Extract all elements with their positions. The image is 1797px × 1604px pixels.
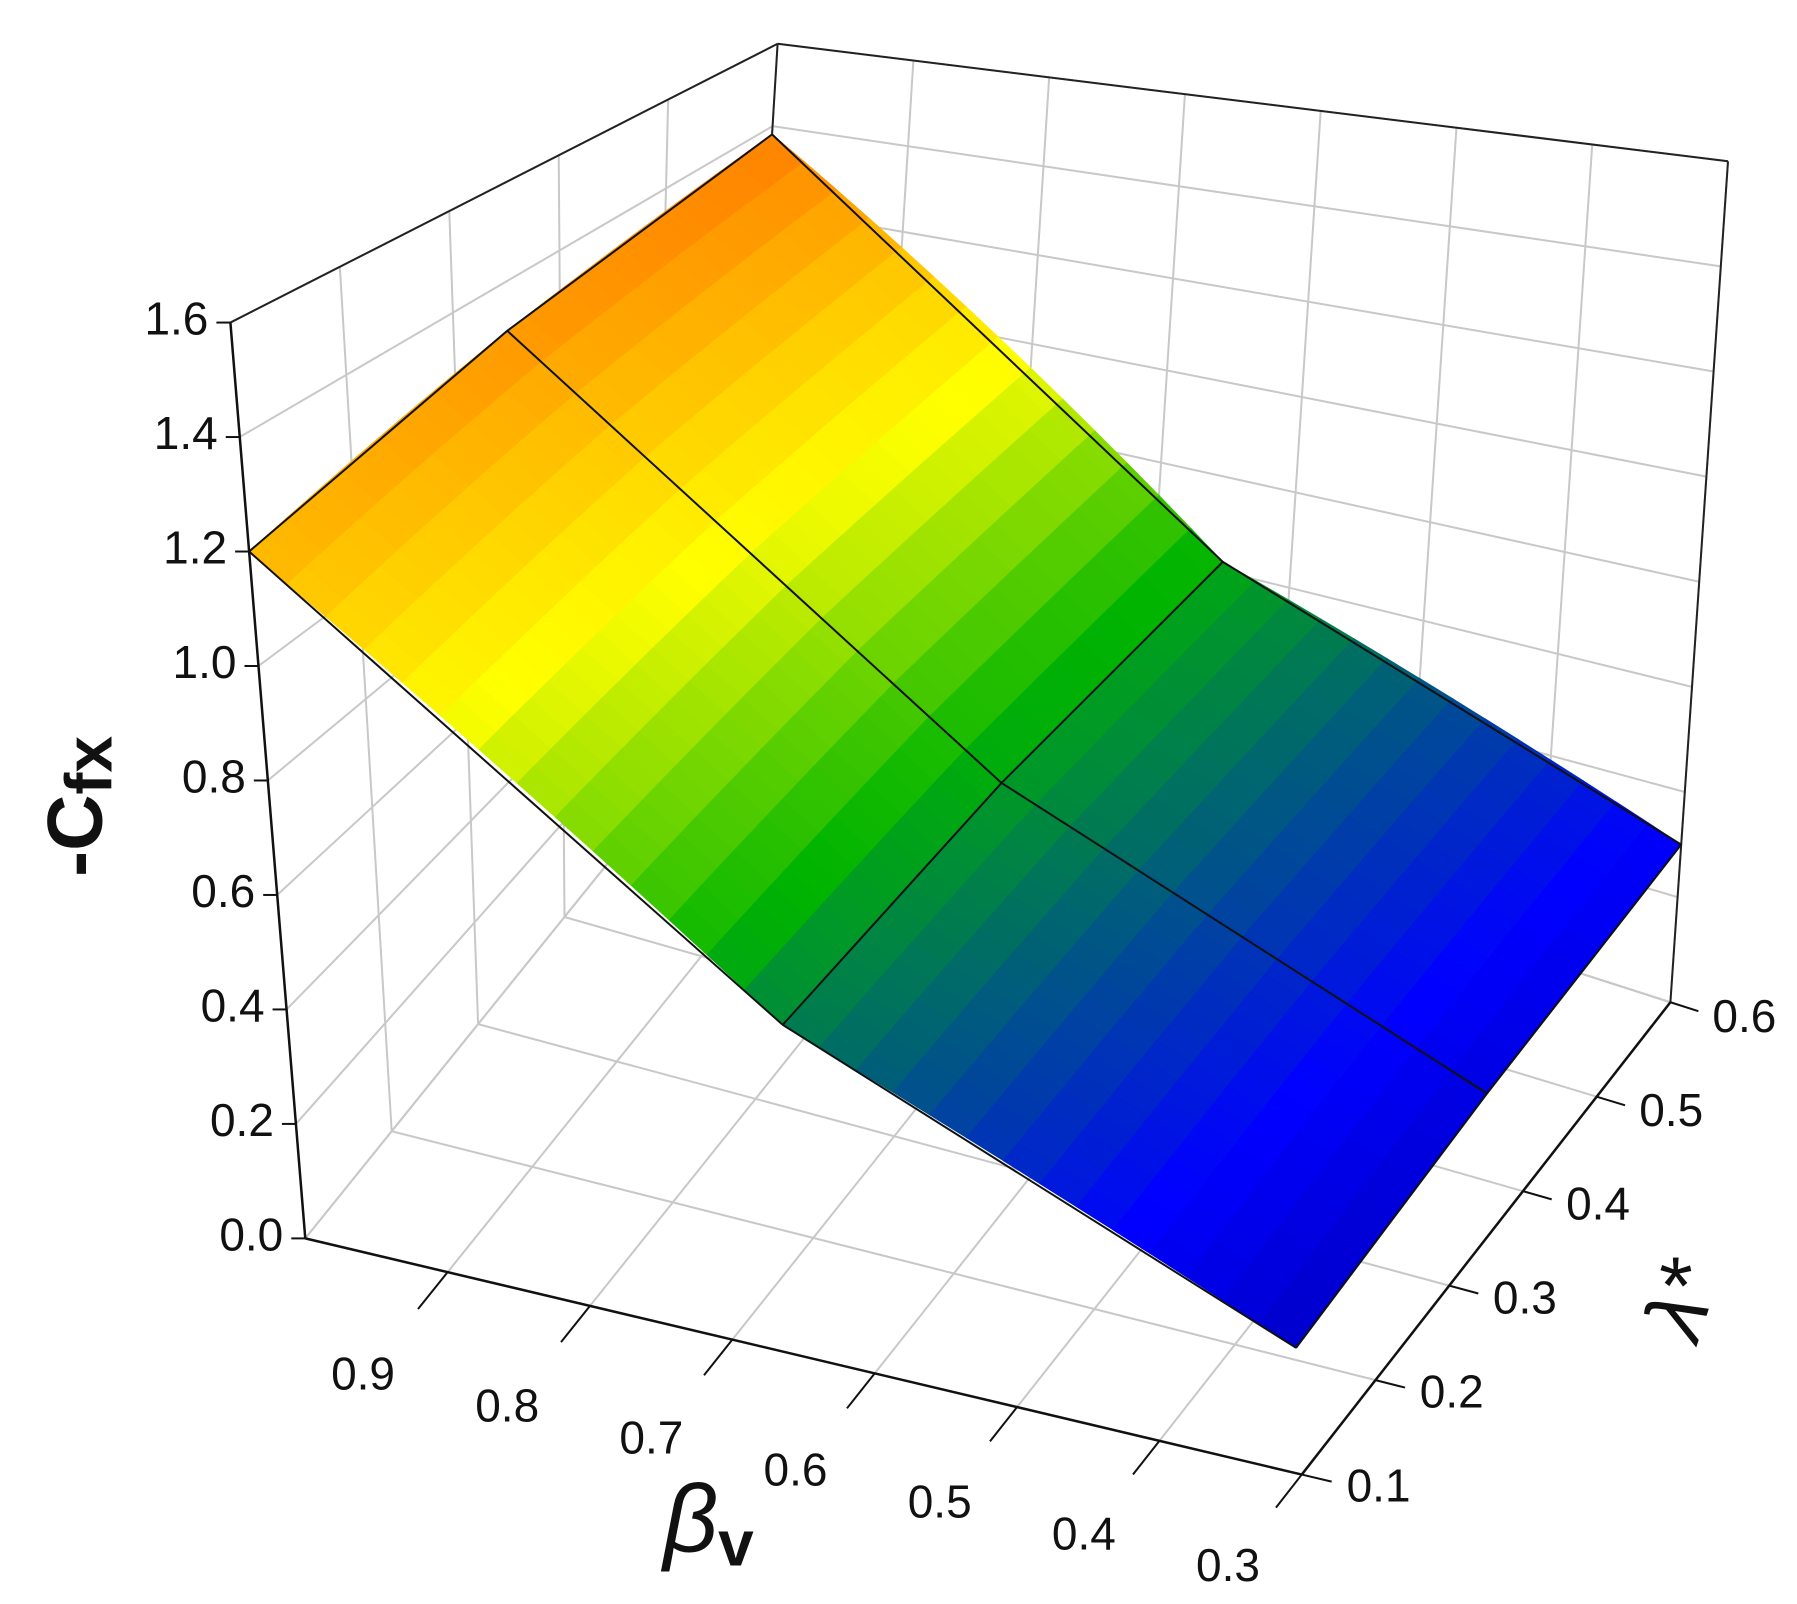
z-tick-label: 0.4 xyxy=(201,980,265,1032)
z-tick-label: 1.2 xyxy=(163,522,227,574)
x-tick xyxy=(417,1271,449,1310)
grid-line xyxy=(767,207,1714,373)
mesh-line xyxy=(781,561,1224,1026)
z-tick-label: 1.4 xyxy=(154,407,218,459)
z-tick-label: 0.2 xyxy=(210,1094,274,1146)
mesh-line xyxy=(1295,843,1682,1349)
y-tick-label: 0.4 xyxy=(1566,1178,1630,1230)
x-axis-label-sub: v xyxy=(718,1507,754,1579)
box-edge xyxy=(229,42,779,324)
z-axis-label-sub: fx xyxy=(52,736,126,795)
surface-patch xyxy=(506,133,1224,784)
surface-patch xyxy=(781,782,1488,1349)
y-tick-label: 0.6 xyxy=(1712,990,1776,1042)
y-tick-label: 0.3 xyxy=(1493,1272,1557,1324)
surface-patch xyxy=(248,330,1003,1026)
z-axis-label: -Cfx xyxy=(30,736,126,877)
y-tick xyxy=(1301,1473,1332,1483)
mesh-line xyxy=(248,133,773,553)
surface-patch xyxy=(1000,561,1682,1095)
x-tick-label: 0.5 xyxy=(908,1475,972,1527)
x-tick-label: 0.6 xyxy=(764,1443,828,1495)
y-tick xyxy=(1448,1284,1479,1295)
grid-line xyxy=(772,125,1721,268)
x-tick xyxy=(1132,1440,1161,1476)
y-axis xyxy=(1300,1001,1672,1476)
z-tick-label: 1.0 xyxy=(173,636,237,688)
y-axis-label: λ* xyxy=(1624,1248,1738,1353)
x-axis-label: βv xyxy=(660,1466,754,1580)
x-tick xyxy=(703,1338,734,1376)
x-axis-label-main: β xyxy=(660,1466,718,1573)
x-tick-label: 0.8 xyxy=(475,1380,539,1432)
z-tick-label: 0.8 xyxy=(182,751,246,803)
x-tick xyxy=(1275,1473,1303,1509)
x-tick xyxy=(989,1406,1018,1443)
x-tick-label: 0.7 xyxy=(619,1411,683,1463)
y-tick xyxy=(1375,1379,1406,1389)
x-tick xyxy=(560,1305,591,1343)
x-tick-label: 0.9 xyxy=(331,1348,395,1400)
y-tick-label: 0.5 xyxy=(1639,1084,1703,1136)
x-tick-label: 0.4 xyxy=(1052,1507,1116,1559)
box-edge xyxy=(777,42,1729,163)
z-tick-label: 0.6 xyxy=(191,865,255,917)
z-tick-label: 0.0 xyxy=(219,1209,283,1261)
x-axis xyxy=(304,1237,1303,1476)
x-tick xyxy=(846,1372,876,1409)
z-tick-label: 1.6 xyxy=(144,293,208,345)
grid-line xyxy=(239,125,774,438)
box-edge xyxy=(1669,161,1729,1003)
y-tick xyxy=(1596,1095,1626,1107)
y-tick-label: 0.1 xyxy=(1347,1459,1411,1511)
y-tick-label: 0.2 xyxy=(1420,1365,1484,1417)
x-tick-label: 0.3 xyxy=(1196,1539,1260,1591)
y-tick xyxy=(1670,1001,1699,1013)
y-tick xyxy=(1522,1190,1552,1201)
z-axis-label-main: -C xyxy=(30,795,118,877)
grid-line xyxy=(391,1130,1376,1382)
